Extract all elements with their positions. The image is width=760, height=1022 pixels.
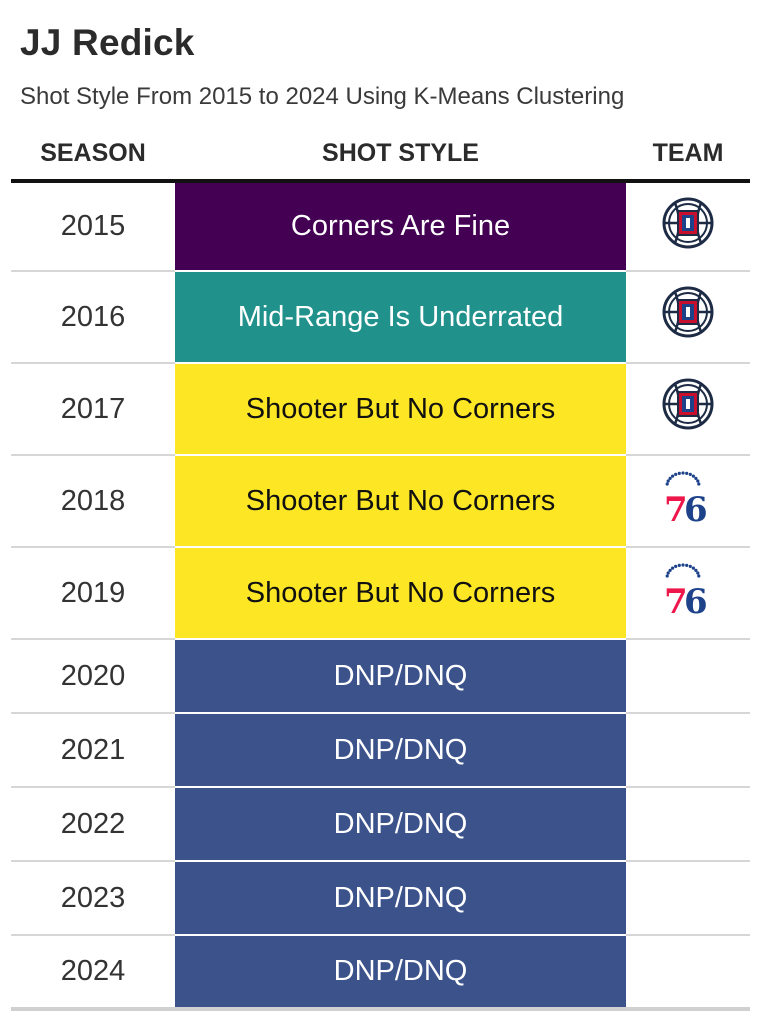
shot-style-cell: Shooter But No Corners (175, 363, 626, 456)
svg-text:7: 7 (664, 490, 688, 524)
table-header-row: SEASON SHOT STYLE TEAM (11, 128, 750, 183)
shot-style-cell: Corners Are Fine (175, 181, 626, 272)
team-cell (626, 935, 750, 1011)
team-cell (626, 787, 750, 862)
season-cell: 2020 (11, 639, 175, 714)
shot-style-cell: DNP/DNQ (175, 787, 626, 862)
shot-style-cell: DNP/DNQ (175, 713, 626, 788)
season-column-header: SEASON (11, 128, 175, 183)
table-body: 2015 Corners Are Fine 2016 Mid-Range Is Und… (11, 181, 750, 1011)
table-row: 2021 DNP/DNQ (11, 713, 750, 788)
season-cell: 2021 (11, 713, 175, 788)
shot-style-cell: Shooter But No Corners (175, 547, 626, 640)
season-cell: 2023 (11, 861, 175, 936)
shot-style-column-header: SHOT STYLE (175, 128, 626, 183)
chart-title: JJ Redick (20, 22, 195, 63)
table-row: 2024 DNP/DNQ (11, 935, 750, 1011)
team-cell (626, 861, 750, 936)
table-row: 2017 Shooter But No Corners (11, 363, 750, 456)
shot-style-cell: DNP/DNQ (175, 935, 626, 1011)
table-row: 2016 Mid-Range Is Underrated (11, 271, 750, 364)
season-cell: 2017 (11, 363, 175, 456)
table-row: 2022 DNP/DNQ (11, 787, 750, 862)
season-cell: 2024 (11, 935, 175, 1011)
shot-style-cell: DNP/DNQ (175, 861, 626, 936)
shot-style-cell: DNP/DNQ (175, 639, 626, 714)
team-cell (626, 713, 750, 788)
svg-text:6: 6 (684, 582, 708, 616)
clippers-logo-icon (662, 286, 714, 338)
shot-style-table: SEASON SHOT STYLE TEAM 2015 Corners Are F… (11, 128, 750, 1011)
shot-style-cell: Mid-Range Is Underrated (175, 271, 626, 364)
shot-style-cell: Shooter But No Corners (175, 455, 626, 548)
table-row: 2019 Shooter But No Corners 7 6 (11, 547, 750, 640)
team-cell (626, 363, 750, 456)
team-column-header: TEAM (626, 128, 750, 183)
season-cell: 2022 (11, 787, 175, 862)
season-cell: 2016 (11, 271, 175, 364)
svg-text:7: 7 (664, 582, 688, 616)
clippers-logo-icon (662, 197, 714, 249)
team-cell (626, 639, 750, 714)
76ers-logo-icon: 76 (664, 471, 708, 524)
table-row: 2018 Shooter But No Corners 7 6 (11, 455, 750, 548)
table-row: 2020 DNP/DNQ (11, 639, 750, 714)
season-cell: 2018 (11, 455, 175, 548)
svg-text:6: 6 (684, 490, 708, 524)
chart-subtitle: Shot Style From 2015 to 2024 Using K-Mea… (20, 83, 625, 110)
76ers-logo-icon: 76 (664, 563, 708, 616)
season-cell: 2019 (11, 547, 175, 640)
table-row: 2015 Corners Are Fine (11, 181, 750, 272)
team-cell (626, 181, 750, 272)
clippers-logo-icon (662, 378, 714, 430)
team-cell (626, 271, 750, 364)
season-cell: 2015 (11, 181, 175, 272)
table-row: 2023 DNP/DNQ (11, 861, 750, 936)
